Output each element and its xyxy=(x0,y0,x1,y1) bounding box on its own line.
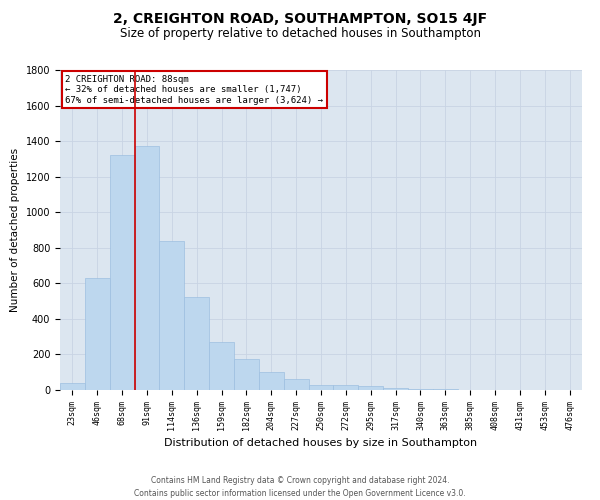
X-axis label: Distribution of detached houses by size in Southampton: Distribution of detached houses by size … xyxy=(164,438,478,448)
Y-axis label: Number of detached properties: Number of detached properties xyxy=(10,148,20,312)
Text: Size of property relative to detached houses in Southampton: Size of property relative to detached ho… xyxy=(119,28,481,40)
Bar xyxy=(85,278,110,390)
Bar xyxy=(134,146,160,390)
Bar xyxy=(334,385,358,390)
Bar xyxy=(234,359,259,390)
Bar xyxy=(308,384,334,390)
Bar xyxy=(184,296,209,390)
Bar xyxy=(160,240,184,390)
Bar xyxy=(259,372,284,390)
Text: 2 CREIGHTON ROAD: 88sqm
← 32% of detached houses are smaller (1,747)
67% of semi: 2 CREIGHTON ROAD: 88sqm ← 32% of detache… xyxy=(65,75,323,104)
Bar xyxy=(284,379,308,390)
Text: Contains HM Land Registry data © Crown copyright and database right 2024.
Contai: Contains HM Land Registry data © Crown c… xyxy=(134,476,466,498)
Bar xyxy=(60,383,85,390)
Text: 2, CREIGHTON ROAD, SOUTHAMPTON, SO15 4JF: 2, CREIGHTON ROAD, SOUTHAMPTON, SO15 4JF xyxy=(113,12,487,26)
Bar xyxy=(408,389,433,390)
Bar xyxy=(110,156,134,390)
Bar xyxy=(209,342,234,390)
Bar xyxy=(358,386,383,390)
Bar xyxy=(383,388,408,390)
